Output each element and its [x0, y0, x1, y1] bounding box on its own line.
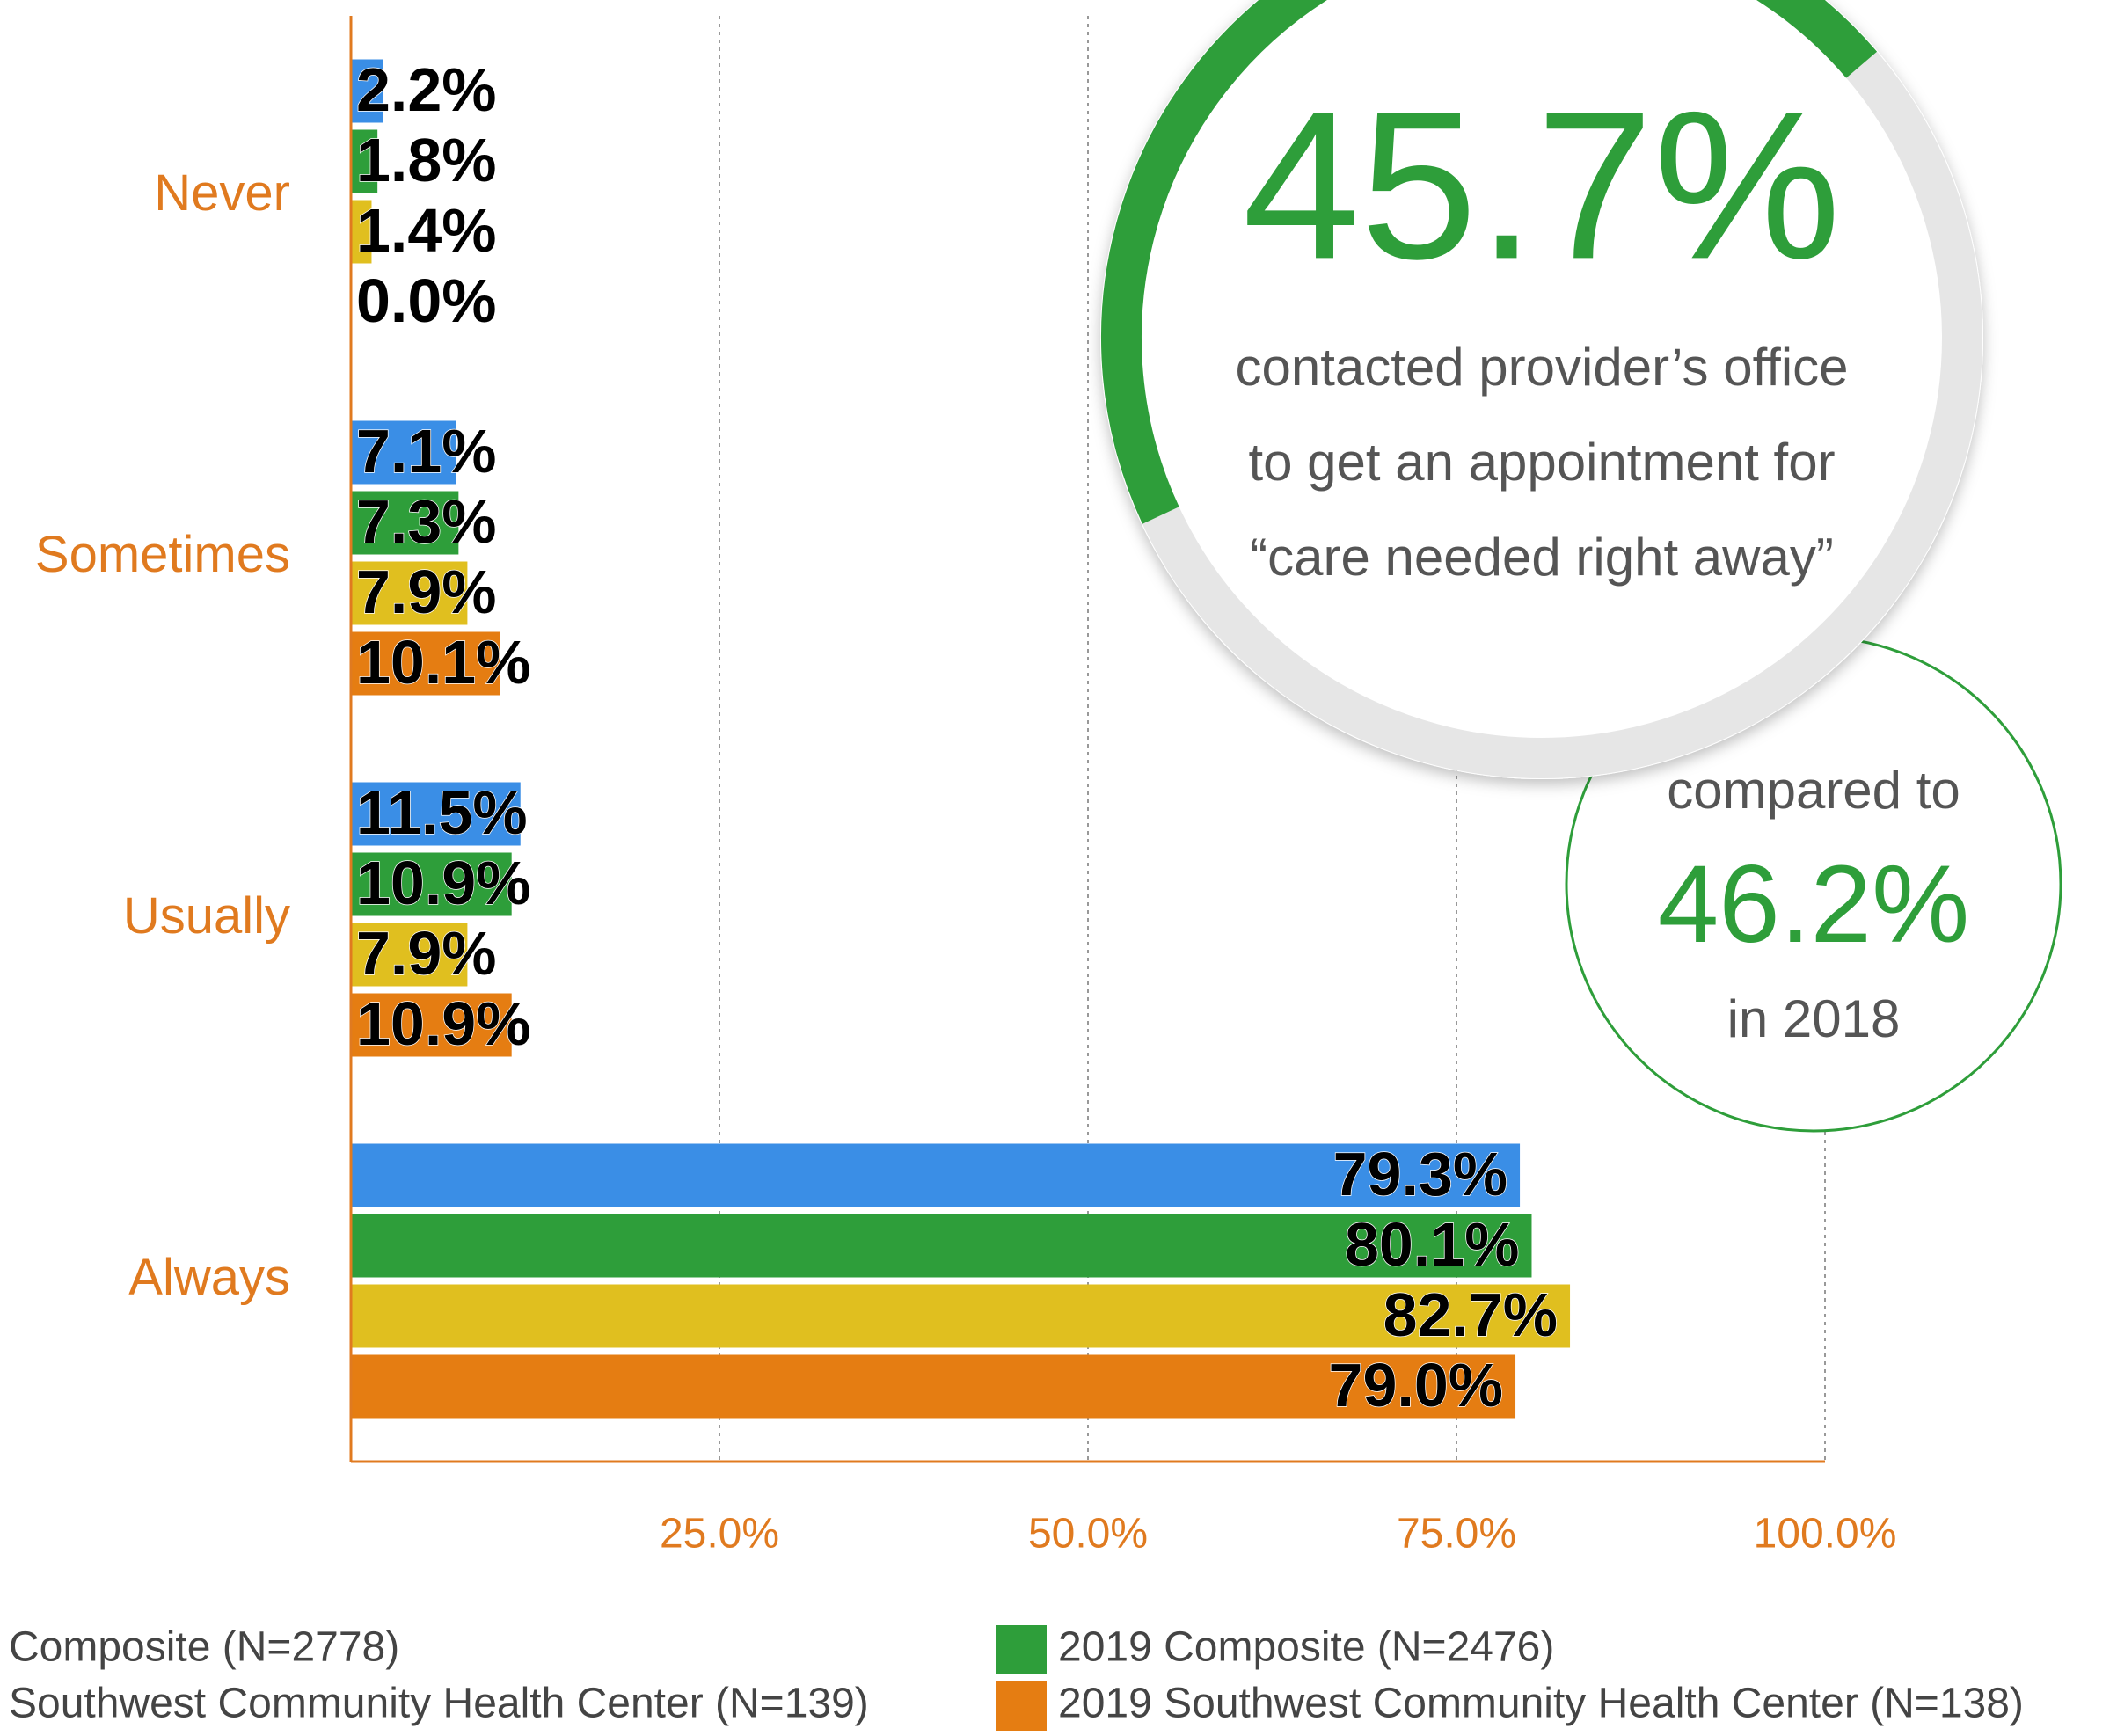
comparison-value: 46.2%: [1658, 843, 1969, 966]
category-label: Usually: [123, 887, 290, 945]
value-label: 80.1%: [1345, 1210, 1519, 1279]
bar: [351, 420, 456, 485]
category-label: Always: [128, 1249, 290, 1306]
bar: [351, 993, 512, 1057]
value-label: 10.9%: [356, 849, 530, 917]
x-tick-label: 25.0%: [660, 1511, 779, 1557]
value-label: 10.9%: [356, 989, 530, 1058]
comparison-after: in 2018: [1727, 989, 1901, 1048]
bar: [351, 200, 372, 264]
value-label: 2.2%: [356, 55, 497, 124]
legend: Composite (N=2778) 2019 Composite (N=2476…: [9, 1624, 2024, 1731]
callouts: compared to 46.2% in 2018 45.7% contacted pr…: [1100, 0, 2062, 1133]
value-label: 7.9%: [356, 558, 497, 626]
value-label: 1.4%: [356, 196, 497, 265]
x-tick-label: 75.0%: [1397, 1511, 1516, 1557]
value-label: 79.3%: [1333, 1140, 1507, 1208]
legend-label: Composite (N=2778): [9, 1624, 399, 1671]
bar: [351, 923, 468, 987]
value-label: 10.1%: [356, 628, 530, 697]
x-tick-label: 50.0%: [1028, 1511, 1148, 1557]
bar: [351, 852, 512, 916]
bar: [351, 491, 459, 555]
bar: [351, 59, 383, 123]
legend-label: 2019 Composite (N=2476): [1058, 1624, 1554, 1671]
bar: [351, 1284, 1571, 1348]
value-label: 1.8%: [356, 126, 497, 194]
gauge-text: contacted provider’s office: [1235, 338, 1848, 397]
gauge-text: to get an appointment for: [1248, 433, 1835, 492]
bar: [351, 1354, 1516, 1419]
value-label: 79.0%: [1329, 1351, 1503, 1419]
legend-swatch: [996, 1625, 1047, 1674]
bar: [351, 782, 521, 846]
legend-swatch: [996, 1681, 1047, 1731]
bar: [351, 1143, 1521, 1207]
value-label: 7.3%: [356, 487, 497, 556]
category-label: Never: [154, 164, 290, 222]
bar: [351, 1214, 1532, 1278]
gauge-background: [1100, 0, 1983, 779]
gauge-text: “care needed right away”: [1250, 528, 1834, 587]
value-label: 82.7%: [1383, 1280, 1558, 1349]
bar: [351, 129, 378, 193]
comparison-before: compared to: [1667, 761, 1960, 820]
legend-label: 2019 Southwest Community Health Center (…: [1058, 1681, 2024, 1727]
value-label: 0.0%: [356, 266, 497, 335]
value-label: 7.9%: [356, 919, 497, 988]
value-label: 11.5%: [356, 778, 528, 847]
gauge-arc: [1101, 0, 1878, 524]
category-label: Sometimes: [35, 526, 290, 583]
legend-label: Southwest Community Health Center (N=139…: [9, 1681, 869, 1727]
gauge-value: 45.7%: [1243, 67, 1842, 303]
value-labels: 2.2%1.8%1.4%0.0%7.1%7.3%7.9%10.1%11.5%10…: [355, 55, 1559, 1420]
value-label: 7.1%: [356, 417, 497, 485]
bar: [351, 631, 500, 696]
x-tick-label: 100.0%: [1754, 1511, 1897, 1557]
bar: [351, 561, 468, 625]
